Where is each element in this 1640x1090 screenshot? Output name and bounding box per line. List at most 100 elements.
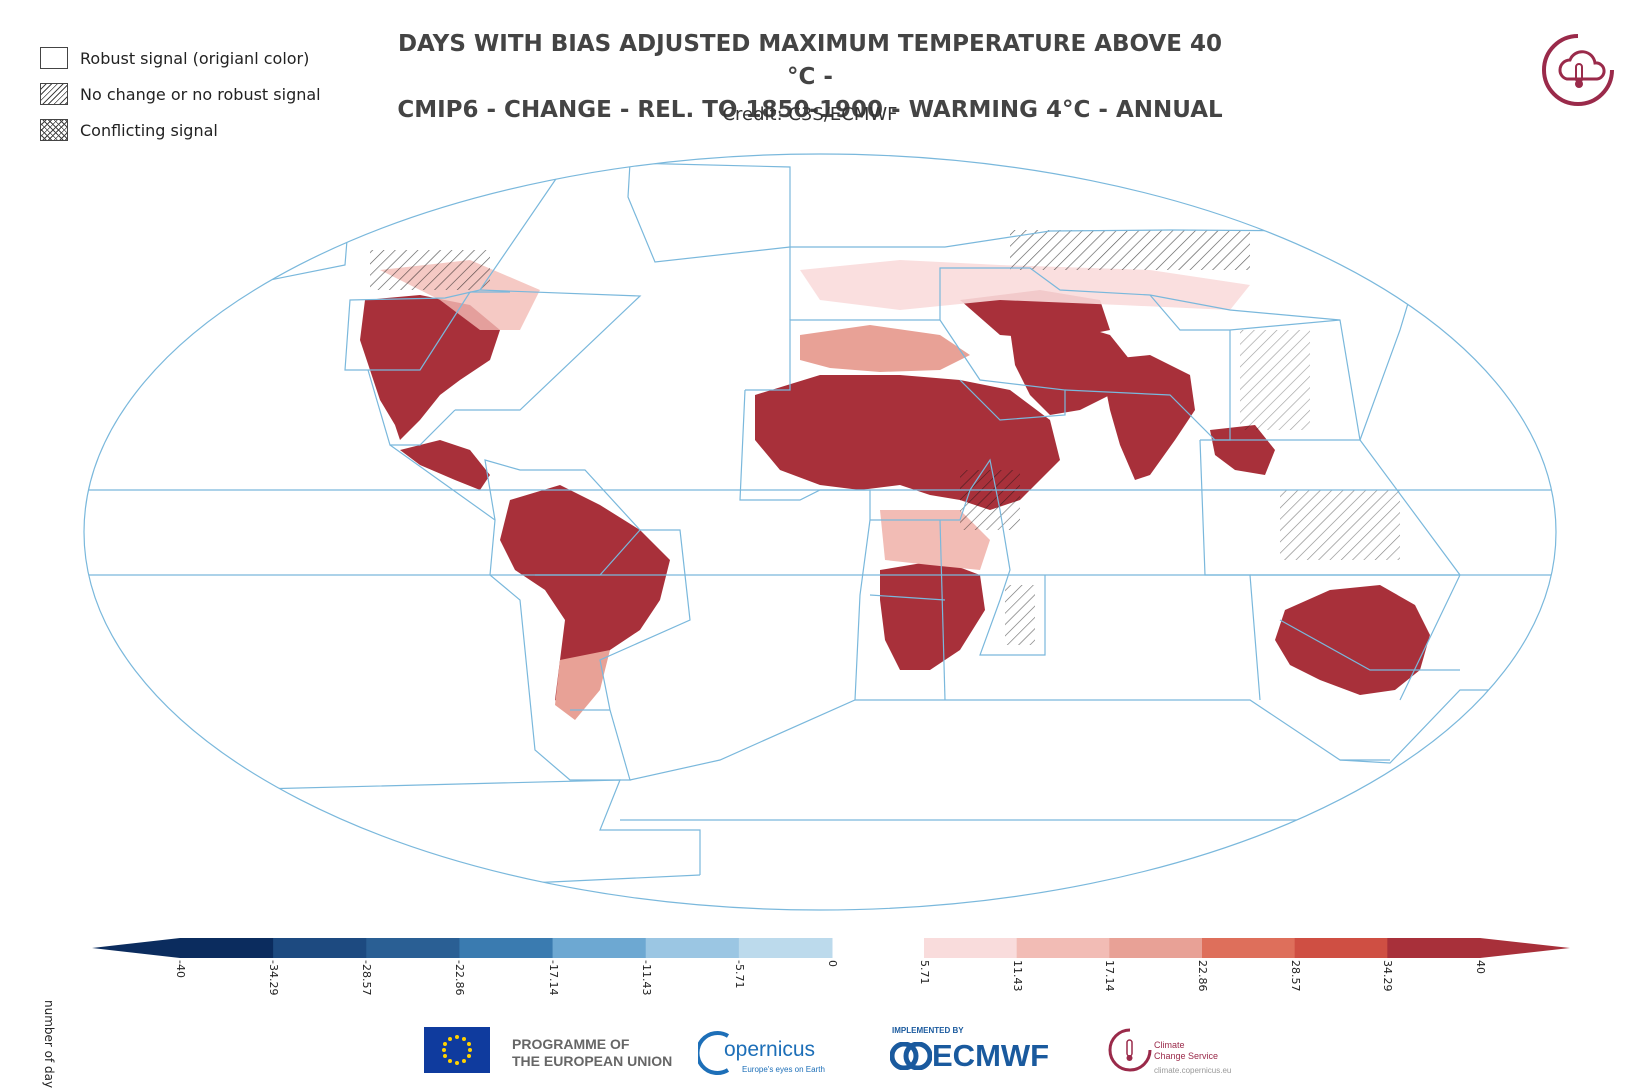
colorbar-segment-blue [366,938,460,958]
ecmwf-implemented-by: IMPLEMENTED BY [892,1026,964,1035]
credit-text: Credit: C3S/ECMWF [722,104,898,125]
title-line-2: CMIP6 - CHANGE - REL. TO 1850-1900 - WAR… [397,97,1223,123]
signal-legend: Robust signal (origianl color) No change… [40,40,321,148]
ecmwf-wave-icon [890,1042,932,1070]
colorbar-segment-blue [459,938,554,958]
ecmwf-wordmark: ECMWF [932,1038,1050,1073]
legend-label-robust: Robust signal (origianl color) [80,48,310,68]
colorbar-segment-red [1109,938,1203,958]
area-central-america [400,440,490,490]
eu-flag-logo [424,1027,490,1073]
boundary-line [368,291,471,371]
ccs-line-1: Climate [1154,1040,1185,1050]
colorbar-tick-label: 34.29 [1381,960,1395,992]
colorbar-tick-label: 28.57 [1288,960,1302,992]
ccs-footer-logo: Climate Change Service climate.copernicu… [1108,1026,1238,1082]
boundary-line [870,458,1046,656]
map-content [85,162,1556,891]
boundary-line [627,162,791,263]
legend-label-conflicting: Conflicting signal [80,120,218,140]
boundary-line [939,519,946,701]
ccs-thermometer-icon [1108,1028,1152,1072]
area-south-america-south-faint [555,650,610,720]
copernicus-tagline: Europe's eyes on Earth [742,1065,825,1074]
programme-line-2: THE EUROPEAN UNION [512,1053,673,1069]
legend-item-conflicting: Conflicting signal [40,112,321,148]
boundary-line [535,529,641,576]
boundary-line [745,267,1341,391]
area-western-north-america [360,295,500,440]
robust-swatch [40,47,68,69]
title-line-1: DAYS WITH BIAS ADJUSTED MAXIMUM TEMPERAT… [397,31,1223,90]
legend-label-no-change: No change or no robust signal [80,84,321,104]
copernicus-logo: opernicus Europe's eyes on Earth [698,1028,833,1078]
boundary-line [1279,619,1460,671]
area-mediterranean [800,325,970,372]
colorbar-segment-blue [645,938,740,958]
colorbar-unit-label: number of day [42,1000,56,1089]
legend-item-robust: Robust signal (origianl color) [40,40,321,76]
hatch-madagascar [1005,585,1035,645]
world-map [83,153,1557,911]
boundary-line [484,459,641,531]
hatch-canada [370,250,490,290]
colorbar-tick-label: 17.14 [1103,960,1117,992]
boundary-line [455,289,642,411]
colorbar-segment-blue [273,938,367,958]
map-frame [83,153,1557,911]
hatch-east-asia [1240,330,1310,430]
ccs-url: climate.copernicus.eu [1154,1066,1232,1075]
colorbar-tick-label: -22.86 [453,960,467,996]
boundary-line [344,172,561,446]
area-southeast-asia [1210,425,1275,475]
eu-stars-icon [442,1035,472,1065]
ccs-line-2: Change Service [1154,1051,1219,1061]
area-south-america [500,485,670,715]
colorbar-segment-red [1202,938,1296,958]
colorbar-tick-label: 11.43 [1010,960,1024,992]
crosshatch-swatch [40,119,68,141]
boundary-line [739,389,871,701]
ccs-name: Climate Change Service [1154,1040,1218,1062]
area-australia [1275,585,1430,695]
colorbar-tick-label: 5.71 [918,960,931,985]
colorbar-segment-red [1294,938,1388,958]
hatch-east-africa [960,470,1020,530]
colorbar-segment-red [1016,938,1110,958]
boundary-line [629,689,1556,781]
programme-line-1: PROGRAMME OF [512,1036,630,1052]
colorbar-segment-blue [552,938,647,958]
colorbar-blue [92,938,833,958]
copernicus-wordmark: opernicus [724,1038,816,1061]
hatch-siberia [1010,230,1250,270]
legend-item-no-change: No change or no robust signal [40,76,321,112]
climate-change-service-logo [1542,34,1614,106]
colorbar-max-arrow [1480,938,1570,958]
colorbar-tick-label: -11.43 [639,960,653,996]
colorbar-tick-label: -40 [174,960,187,978]
eu-programme-text: PROGRAMME OF THE EUROPEAN UNION [512,1036,672,1070]
colorbar-segment-red [924,938,1018,958]
colorbar-tick-label: -17.14 [546,960,560,996]
hatch-swatch [40,83,68,105]
colorbar-segment-blue [738,938,833,958]
colorbar-tick-label: -28.57 [360,960,374,996]
hatch-indonesia [1280,490,1400,560]
map-title: DAYS WITH BIAS ADJUSTED MAXIMUM TEMPERAT… [380,28,1240,127]
area-southern-africa [880,560,985,670]
colorbar-tick-label: -5.71 [732,960,746,989]
boundary-line [1199,439,1261,701]
no-robust-signal-hatching [370,230,1400,645]
colorbar-tick-label: 22.86 [1196,960,1209,992]
boundary-line [939,319,1066,421]
colorbar-segment-blue [180,938,274,958]
area-south-asia [1100,355,1195,480]
colorbar-tick-label: 0 [826,960,839,967]
copernicus-c-icon [698,1031,730,1075]
area-europe-north-faint [800,260,1250,310]
colorbar-red [924,938,1570,958]
colorbar-min-arrow [92,938,180,958]
colorbar-tick-label: -34.29 [267,960,281,996]
colorbar-tick-label: 40 [1474,960,1487,974]
